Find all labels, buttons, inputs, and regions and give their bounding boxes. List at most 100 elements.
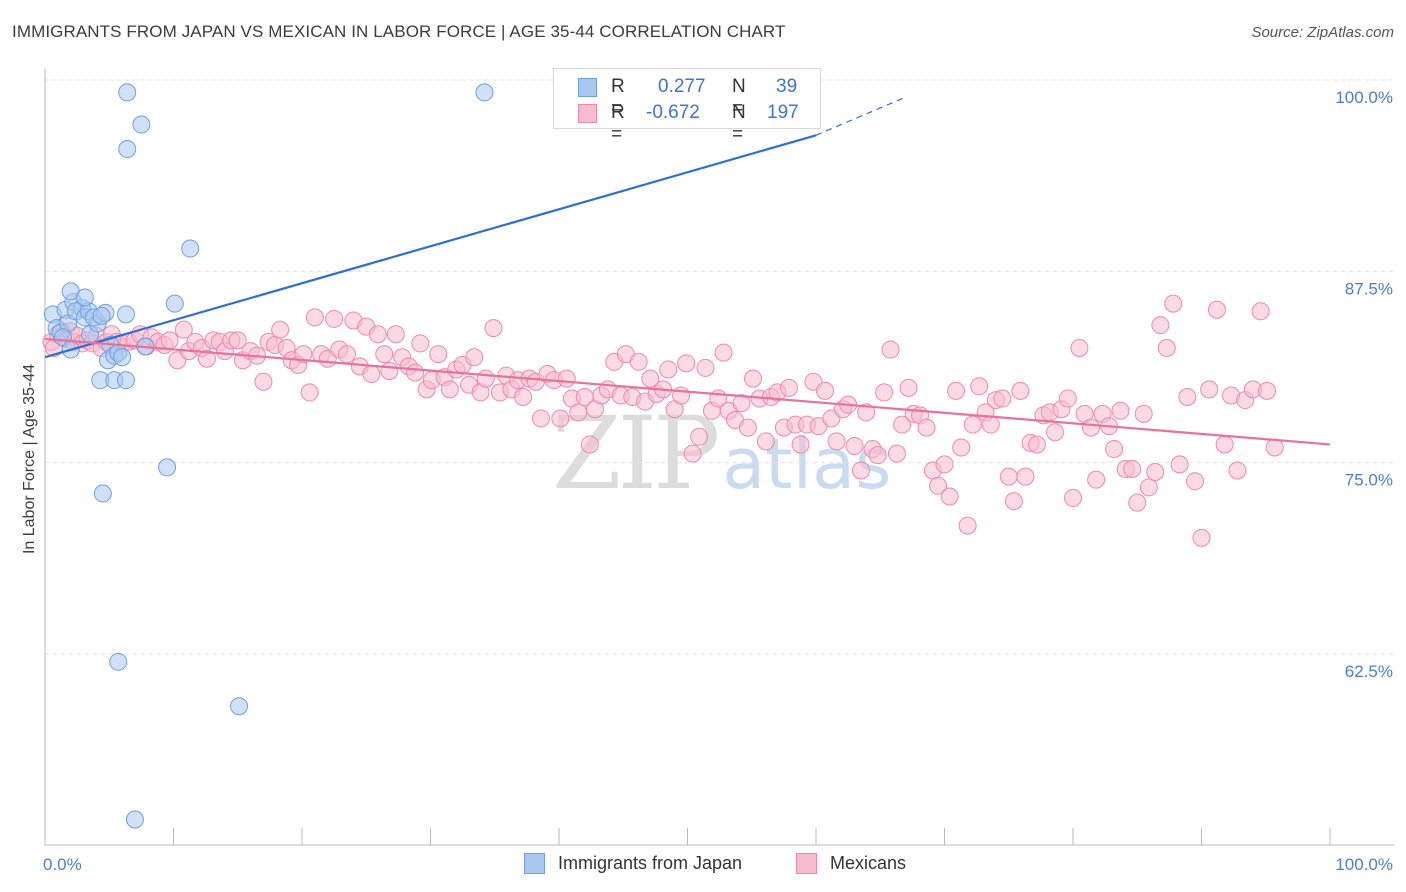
data-point [92,306,111,325]
data-point [629,352,648,371]
data-point [641,369,660,388]
y-tick-label: 87.5% [1345,279,1393,298]
data-point [1070,339,1089,358]
data-point [929,476,948,495]
data-point [917,418,936,437]
data-point [440,380,459,399]
data-point [1146,463,1165,482]
bottom-legend-swatch-mexicans [796,853,817,874]
data-point [940,487,959,506]
data-point [109,652,128,671]
y-axis-title: In Labor Force | Age 35-44 [21,364,38,554]
data-point [1178,388,1197,407]
trend-line-japan [44,134,817,359]
x-tick-label: 0.0% [43,855,82,874]
data-point [958,516,977,535]
data-point [294,345,313,364]
data-point [580,435,599,454]
data-point [411,334,430,353]
data-point [165,294,184,313]
data-point [993,389,1012,408]
data-point [1151,316,1170,335]
data-point [1087,470,1106,489]
data-point [181,239,200,258]
data-point [375,345,394,364]
data-point [532,409,551,428]
data-point [514,388,533,407]
data-point [677,354,696,373]
data-point [476,369,495,388]
data-point [325,309,344,328]
data-point [118,83,137,102]
data-point [75,288,94,307]
data-point [756,432,775,451]
data-point [116,371,135,390]
data-point [732,394,751,413]
stats-legend: R = 0.277 N = 39 R = -0.672 N = 197 [553,68,821,145]
data-point [875,383,894,402]
bottom-legend-label-mexicans: Mexicans [830,853,907,873]
data-point [429,345,448,364]
data-point [406,363,425,382]
data-point [132,115,151,134]
data-point [683,444,702,463]
legend-r-value: -0.672 [646,102,700,123]
data-point [1134,404,1153,423]
legend-r-label: R = [611,76,625,119]
data-point [881,340,900,359]
data-point [254,372,273,391]
legend-n-value: 197 [767,102,799,123]
data-point [362,365,381,384]
data-point [1011,381,1030,400]
data-point [230,697,249,716]
axes [44,68,1394,846]
chart-title: IMMIGRANTS FROM JAPAN VS MEXICAN IN LABO… [12,22,786,41]
data-point [827,432,846,451]
data-point [845,436,864,455]
data-point [1028,435,1047,454]
data-point [337,345,356,364]
y-tick-label: 100.0% [1335,88,1393,107]
data-point [380,361,399,380]
data-point [935,455,954,474]
data-point [484,319,503,338]
data-point [1128,493,1147,512]
data-point [569,403,588,422]
data-point [271,320,290,339]
data-point [125,810,144,829]
legend-r-value: 0.277 [658,76,706,97]
data-point [113,348,132,367]
data-point [1251,302,1270,321]
data-point [368,325,387,344]
x-tick-label: 100.0% [1335,855,1393,874]
data-point [868,446,887,465]
data-point [963,415,982,434]
data-point [305,308,324,327]
legend-swatch-japan [578,78,597,97]
data-point [952,438,971,457]
data-point [1207,300,1226,319]
data-point [893,415,912,434]
data-point [1265,438,1284,457]
trend-line-mexicans [44,337,1331,446]
data-point [1228,461,1247,480]
data-point [1215,435,1234,454]
source-label: Source: ZipAtlas.com [1251,24,1394,41]
data-point [1123,459,1142,478]
data-points [42,83,1284,829]
data-point [93,484,112,503]
data-point [197,349,216,368]
data-point [116,305,135,324]
data-point [851,461,870,480]
axis-labels: 100.0% 87.5% 75.0% 62.5% 0.0% 100.0% In Labor … [21,88,1393,874]
data-point [386,325,405,344]
y-tick-label: 62.5% [1345,662,1393,681]
data-point [970,377,989,396]
data-point [1058,389,1077,408]
legend-n-value: 39 [776,76,798,97]
legend-swatch-mexicans [578,104,597,123]
data-point [1046,423,1065,442]
data-point [1192,528,1211,547]
data-point [981,415,1000,434]
